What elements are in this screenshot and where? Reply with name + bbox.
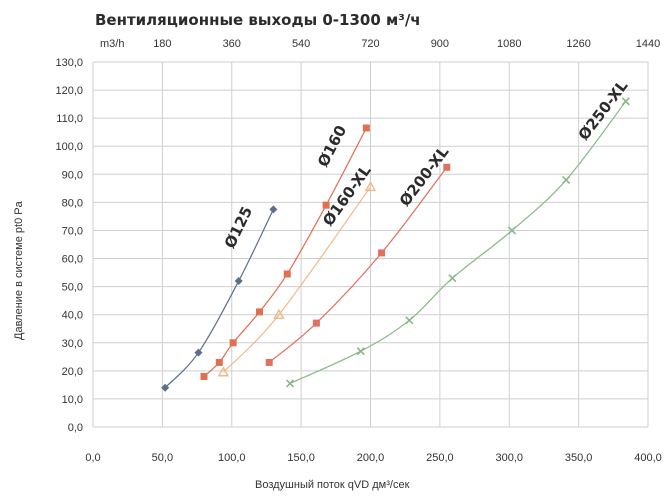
y-tick-label: 110,0: [56, 113, 83, 125]
top-tick-label: 360: [223, 38, 241, 50]
chart-title: Вентиляционные выходы 0-1300 м³/ч: [95, 11, 421, 29]
y-tick-label: 100,0: [55, 141, 83, 153]
data-point: [229, 339, 237, 347]
y-tick-label: 130,0: [55, 57, 83, 69]
top-tick-label: 1440: [636, 38, 660, 50]
y-tick-label: 10,0: [62, 394, 83, 406]
data-point: [161, 383, 170, 392]
data-point: [283, 270, 291, 278]
x-ticks: 0,0 50,0 100,0 150,0 200,0 250,0 300,0 350,0 400…: [85, 452, 661, 464]
x-tick-label: 150,0: [287, 452, 315, 464]
x-tick-label: 0,0: [85, 452, 100, 464]
data-point: [362, 124, 370, 132]
series-label: Ø200-XL: [396, 143, 453, 210]
top-tick-label: 900: [431, 38, 449, 50]
series-1: [200, 124, 370, 380]
series-2: [217, 181, 377, 377]
grid: [92, 61, 649, 428]
x-tick-label: 200,0: [357, 452, 385, 464]
series-4: [285, 97, 630, 388]
top-ticks: 180 360 540 720 900 1080 1260 1440: [153, 38, 660, 50]
y-tick-label: 70,0: [62, 225, 83, 237]
x-axis-label: Воздушный поток qVD дм³/сек: [255, 479, 410, 491]
top-tick-label: 540: [292, 38, 310, 50]
top-tick-label: 720: [361, 38, 379, 50]
x-tick-label: 250,0: [426, 452, 454, 464]
series-label: Ø250-XL: [575, 77, 632, 144]
top-axis-unit: m3/h: [100, 38, 124, 50]
data-point: [507, 226, 517, 235]
series-label: Ø125: [221, 204, 256, 252]
data-point: [364, 181, 377, 192]
data-point: [312, 319, 320, 327]
series-0: [161, 205, 278, 392]
series-line: [268, 166, 448, 363]
data-point: [217, 366, 230, 377]
y-axis-label: Давление в системе pt0 Pa: [13, 200, 25, 340]
data-point: [234, 277, 243, 285]
y-tick-label: 30,0: [62, 338, 83, 350]
data-point: [285, 379, 295, 388]
y-ticks: 0,0 10,0 20,0 30,0 40,0 50,0 60,0 70,0 80,0 90,0 1…: [55, 57, 83, 434]
data-point: [265, 358, 273, 366]
data-point: [322, 201, 330, 209]
data-point: [215, 358, 223, 366]
y-tick-label: 90,0: [62, 169, 83, 181]
data-point: [621, 97, 630, 106]
data-point: [562, 175, 571, 184]
x-tick-label: 400,0: [634, 452, 662, 464]
x-tick-label: 300,0: [495, 452, 523, 464]
data-point: [448, 274, 457, 283]
data-point: [273, 308, 285, 319]
data-point: [256, 308, 263, 316]
x-tick-label: 350,0: [565, 452, 593, 464]
data-point: [443, 163, 451, 171]
top-tick-label: 1080: [497, 38, 521, 50]
y-tick-label: 0,0: [68, 422, 83, 434]
y-tick-label: 40,0: [62, 310, 83, 322]
y-tick-label: 60,0: [62, 254, 83, 266]
x-tick-label: 50,0: [152, 452, 173, 464]
data-point: [200, 372, 208, 380]
series-line: [164, 209, 274, 389]
y-tick-label: 50,0: [62, 282, 83, 294]
data-point: [378, 249, 386, 257]
y-tick-label: 80,0: [62, 197, 83, 209]
x-tick-label: 100,0: [218, 452, 246, 464]
series-3: [265, 163, 451, 366]
series-line: [203, 127, 367, 377]
series-group: [161, 97, 630, 392]
data-point: [405, 316, 414, 325]
y-tick-label: 120,0: [55, 85, 83, 97]
series-label: Ø160-XL: [319, 161, 375, 229]
data-point: [356, 347, 365, 356]
data-point: [194, 348, 203, 357]
y-tick-label: 20,0: [62, 366, 83, 378]
top-tick-label: 1260: [566, 38, 590, 50]
data-point: [269, 205, 278, 214]
series-line: [222, 186, 371, 373]
top-tick-label: 180: [153, 38, 171, 50]
